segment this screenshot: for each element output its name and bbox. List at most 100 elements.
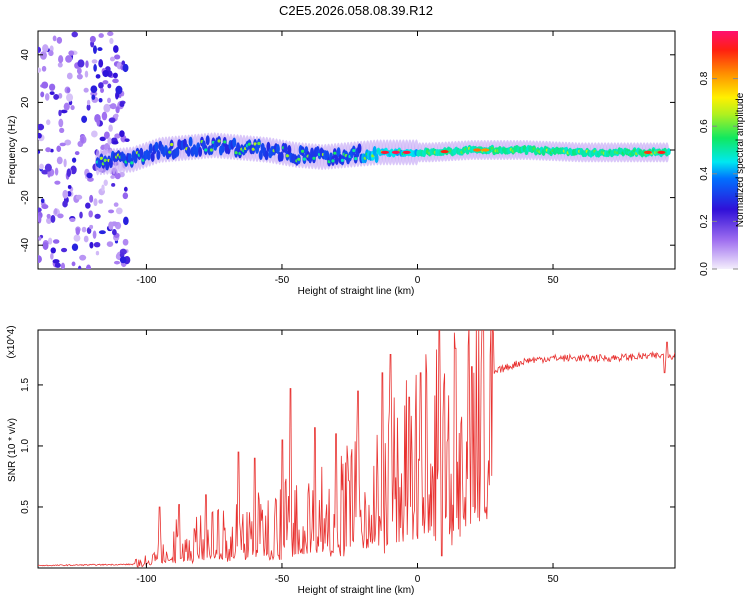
heatmap-ridge-cell — [287, 144, 292, 155]
heatmap-noise-cell — [112, 140, 119, 145]
heatmap-ridge-core — [297, 157, 301, 161]
heatmap-noise-cell — [108, 117, 116, 123]
x-tick-label: 0 — [415, 574, 421, 585]
colorbar-gradient — [712, 31, 738, 269]
y-tick-label: 0 — [20, 147, 31, 153]
heatmap-noise-cell — [100, 87, 105, 93]
heatmap-noise-cell — [66, 168, 72, 178]
heatmap-noise-cell — [108, 209, 115, 214]
y-tick-label: 0.5 — [20, 500, 31, 514]
heatmap-noise-cell — [119, 130, 125, 138]
heatmap-noise-cell — [62, 189, 69, 199]
heatmap-noise-cell — [102, 70, 109, 78]
heatmap-noise-cell — [47, 169, 51, 178]
heatmap-noise-cell — [122, 192, 129, 200]
heatmap-noise-cell — [46, 213, 51, 219]
heatmap-noise-cell — [102, 80, 109, 85]
heatmap-ridge-core — [340, 158, 345, 162]
heatmap-ridge-core — [352, 148, 356, 153]
heatmap-noise-cell — [106, 241, 114, 247]
heatmap-noise-cell — [54, 167, 59, 176]
heatmap-noise-cell — [119, 256, 127, 264]
heatmap-noise-cell — [44, 93, 50, 101]
heatmap-noise-cell — [95, 74, 101, 79]
heatmap-ridge-core — [285, 154, 289, 158]
heatmap-noise-cell — [123, 216, 129, 226]
heatmap-noise-cell — [67, 185, 72, 189]
heatmap-ridge-cell — [186, 146, 191, 157]
heatmap-noise-cell — [52, 259, 60, 264]
spectrogram-panel: -100 -50 0 50 -40 -20 0 20 40 Height of straigh… — [7, 30, 676, 297]
heatmap-noise-cell — [80, 136, 85, 144]
heatmap-noise-cell — [39, 51, 47, 60]
heatmap-noise-cell — [54, 262, 61, 268]
heatmap-peak-cell — [380, 150, 389, 154]
heatmap-ridge-cell — [374, 153, 379, 164]
heatmap-noise-cell — [68, 50, 75, 56]
heatmap-noise-cell — [58, 92, 63, 99]
heatmap-noise-cell — [101, 111, 108, 121]
colorbar-tick-label: 0.8 — [699, 71, 710, 85]
heatmap-noise-cell — [62, 200, 68, 208]
x-tick-label: -100 — [136, 275, 156, 286]
y-tick-label: 40 — [20, 49, 31, 61]
heatmap-noise-cell — [93, 198, 98, 207]
heatmap-noise-cell — [70, 165, 77, 175]
colorbar-tick-label: 0.6 — [699, 119, 710, 133]
heatmap-noise-cell — [66, 87, 71, 93]
heatmap-ridge-core — [204, 148, 208, 152]
heatmap-noise-cell — [59, 142, 66, 147]
heatmap-ridge-cell — [148, 143, 153, 154]
heatmap-noise-cell — [76, 73, 83, 80]
heatmap-ridge-cell — [150, 152, 155, 163]
heatmap-noise-cell — [38, 207, 42, 213]
heatmap-noise-cell — [107, 83, 112, 89]
x-tick-label: -50 — [275, 574, 290, 585]
heatmap-noise-cell — [103, 179, 108, 186]
bottom-x-axis-label: Height of straight line (km) — [298, 585, 415, 596]
heatmap-noise-cell — [85, 60, 89, 68]
heatmap-noise-cell — [41, 65, 47, 72]
heatmap-ridge-cell — [139, 147, 144, 158]
heatmap-noise-cell — [96, 118, 100, 127]
heatmap-noise-cell — [98, 33, 104, 38]
heatmap-noise-cell — [103, 131, 110, 139]
heatmap-noise-cell — [85, 202, 91, 209]
y-tick-label: 1.0 — [20, 439, 31, 453]
heatmap-noise-cell — [90, 91, 98, 97]
heatmap-peak-cell — [440, 149, 449, 154]
heatmap-noise-cell — [108, 221, 114, 230]
heatmap-ridge-cell — [283, 143, 288, 154]
heatmap-noise-cell — [87, 177, 94, 182]
heatmap-noise-cell — [41, 204, 49, 210]
heatmap-ridge-core — [333, 151, 337, 155]
heatmap-noise-cell — [39, 163, 44, 170]
snr-panel: -100 -50 0 50 0.5 1.0 1.5 Height of straight … — [6, 325, 676, 596]
heatmap-noise-cell — [77, 265, 82, 269]
heatmap-noise-cell — [50, 214, 56, 223]
heatmap-noise-cell — [83, 235, 89, 243]
heatmap-noise-cell — [115, 85, 123, 95]
heatmap-ridge-cell — [334, 155, 339, 166]
heatmap-ridge-cell — [175, 146, 180, 157]
heatmap-noise-cell — [113, 113, 119, 118]
heatmap-noise-cell — [110, 175, 115, 179]
heatmap-peak-cell — [473, 148, 482, 152]
heatmap-ridge-core — [217, 139, 221, 143]
heatmap-ridge-core — [312, 156, 316, 160]
heatmap-ridge-core — [302, 157, 307, 161]
y-multiplier-label: (x10^4) — [6, 325, 17, 358]
y-tick-label: 20 — [20, 96, 31, 108]
heatmap-noise-cell — [98, 97, 103, 103]
heatmap-noise-cell — [79, 254, 87, 261]
top-y-axis-label: Frequency (Hz) — [7, 116, 18, 185]
heatmap-noise-cell — [60, 262, 66, 269]
heatmap-noise-cell — [58, 118, 64, 128]
heatmap-noise-cell — [38, 132, 42, 139]
heatmap-noise-cell — [112, 72, 118, 79]
heatmap-noise-cell — [53, 94, 60, 100]
colorbar: 0.0 0.2 0.4 0.6 0.8 Normalized spectral ampl… — [699, 31, 746, 276]
heatmap-noise-cell — [83, 87, 89, 93]
heatmap-ridge-cell — [198, 146, 203, 157]
heatmap-noise-cell — [65, 55, 73, 63]
